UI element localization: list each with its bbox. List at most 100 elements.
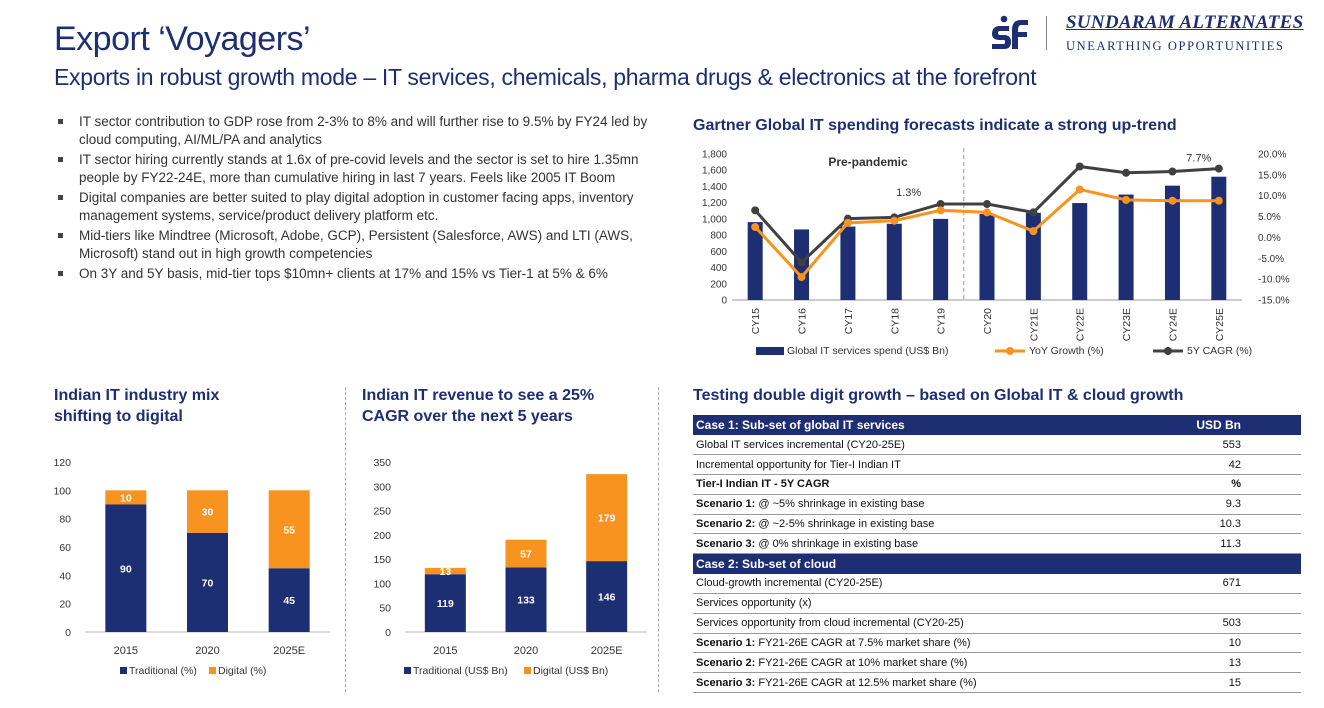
bar-segment-traditional xyxy=(586,561,628,632)
y2-axis-tick-label: 10.0% xyxy=(1258,191,1286,202)
table-cell-value: 9.3 xyxy=(1134,494,1301,515)
legend-swatch-cagr-point xyxy=(1164,347,1172,355)
scenario-text: @ 0% shrinkage in existing base xyxy=(755,537,919,550)
table-row: Scenario 1: @ ~5% shrinkage in existing … xyxy=(693,494,1301,515)
x-axis-tick-label: CY24E xyxy=(1167,308,1179,341)
revenue-chart-title-line: Indian IT revenue to see a 25% xyxy=(362,387,595,404)
scenario-text: @ ~2-5% shrinkage in existing base xyxy=(755,518,935,531)
legend-swatch-digital xyxy=(209,667,216,674)
legend-swatch-digital xyxy=(524,667,531,674)
y-axis-tick-label: 250 xyxy=(373,506,391,518)
table-cell-label: Scenario 3: @ 0% shrinkage in existing b… xyxy=(693,533,1135,555)
logo-tagline: UNEARTHING OPPORTUNITIES xyxy=(1066,39,1285,53)
line-point xyxy=(1122,168,1131,177)
x-axis-tick-label: CY22E xyxy=(1075,308,1087,341)
bar-segment-digital xyxy=(268,490,310,569)
table-cell-label: Tier-I Indian IT - 5Y CAGR xyxy=(693,474,1135,495)
bar-segment-traditional xyxy=(505,567,547,632)
table-cell-label: Global IT services incremental (CY20-25E… xyxy=(693,435,1135,456)
gartner-chart-title: Gartner Global IT spending forecasts ind… xyxy=(693,117,1177,134)
scenario-prefix: Scenario 3: xyxy=(696,676,756,689)
company-logo: SUNDARAM ALTERNATES UNEARTHING OPPORTUNI… xyxy=(990,12,1310,57)
bullet-marker-icon xyxy=(58,119,63,124)
legend-swatch-bar xyxy=(756,347,784,355)
bullet-text: IT sector hiring currently stands at 1.6… xyxy=(79,152,639,185)
legend-label: YoY Growth (%) xyxy=(1029,345,1104,357)
y-axis-tick-label: 1,800 xyxy=(702,150,727,161)
bar-global-it-spend xyxy=(840,226,856,300)
table-cell-label: Scenario 3: FY21-26E CAGR at 12.5% marke… xyxy=(693,672,1135,694)
table-row: Incremental opportunity for Tier-I India… xyxy=(693,454,1301,476)
table-cell-value xyxy=(1134,553,1301,574)
table-cell-value: 10.3 xyxy=(1134,514,1301,535)
bullet-text: Digital companies are better suited to p… xyxy=(79,190,634,223)
x-axis-tick-label: 2020 xyxy=(195,645,219,657)
bar-segment-traditional xyxy=(187,532,228,632)
y-axis-tick-label: 200 xyxy=(710,279,727,290)
table-cell-label: Scenario 2: @ ~2-5% shrinkage in existin… xyxy=(693,514,1135,535)
bullet-item: On 3Y and 5Y basis, mid-tier tops $10mn+… xyxy=(56,265,656,283)
y-axis-tick-label: 0 xyxy=(65,627,71,639)
it-industry-mix-chart: 0 20 40 60 80 100 120 90 10 2015 70 30 2020 45 55 2025E… xyxy=(53,457,330,677)
revenue-chart-title-line: CAGR over the next 5 years xyxy=(362,408,573,425)
bullet-marker-icon xyxy=(58,233,63,238)
legend-label: Digital (US$ Bn) xyxy=(533,665,608,677)
bar-segment-digital xyxy=(505,539,547,568)
legend-label: Global IT services spend (US$ Bn) xyxy=(787,345,948,357)
data-label: 119 xyxy=(437,598,454,610)
table-cell-value: 11.3 xyxy=(1134,533,1301,555)
line-point xyxy=(1214,164,1223,173)
table-cell-value: USD Bn xyxy=(1134,415,1301,435)
scenario-text: FY21-26E CAGR at 7.5% market share (%) xyxy=(755,637,971,650)
line-point xyxy=(1214,196,1223,205)
line-point xyxy=(890,216,899,225)
table-cell-value: 553 xyxy=(1134,435,1301,456)
column-separator xyxy=(658,387,659,692)
bar-global-it-spend xyxy=(1072,203,1088,300)
table-cell-value: 15 xyxy=(1134,672,1301,694)
y-axis-tick-label: 50 xyxy=(379,603,391,615)
table-section-header: Case 2: Sub-set of cloud xyxy=(693,553,1301,574)
annotation-pre-pandemic: Pre-pandemic xyxy=(828,155,908,169)
line-point xyxy=(1122,195,1131,204)
bullet-item: IT sector contribution to GDP rose from … xyxy=(56,113,656,148)
y2-axis-tick-label: 15.0% xyxy=(1258,170,1286,181)
data-label: 70 xyxy=(202,577,214,589)
mix-chart-title-line: Indian IT industry mix xyxy=(54,387,220,404)
line-point xyxy=(797,258,806,267)
y2-axis-tick-label: -5.0% xyxy=(1258,254,1284,265)
line-point xyxy=(843,218,852,227)
table-row: Scenario 2: FY21-26E CAGR at 10% market … xyxy=(693,652,1301,674)
bullet-marker-icon xyxy=(58,271,63,276)
page-title: Export ‘Voyagers’ xyxy=(54,20,311,58)
column-separator xyxy=(345,387,346,692)
logo-company-name: SUNDARAM ALTERNATES xyxy=(1066,12,1304,33)
x-axis-tick-label: CY19 xyxy=(936,308,948,334)
data-label: 13 xyxy=(439,566,451,578)
annotation-cagr-label: 7.7% xyxy=(1186,153,1211,165)
x-axis-tick-label: CY17 xyxy=(843,308,855,334)
bullet-item: IT sector hiring currently stands at 1.6… xyxy=(56,151,656,186)
y2-axis-tick-label: 0.0% xyxy=(1258,233,1281,244)
y2-axis-tick-label: 20.0% xyxy=(1258,150,1286,161)
table-cell-value: % xyxy=(1134,474,1301,495)
y-axis-tick-label: 40 xyxy=(59,570,71,582)
line-point xyxy=(1168,167,1177,176)
bullet-item: Digital companies are better suited to p… xyxy=(56,189,656,224)
line-point xyxy=(983,208,991,217)
x-axis-tick-label: 2020 xyxy=(514,645,538,657)
y-axis-tick-label: 100 xyxy=(373,578,391,590)
table-row: Scenario 2: @ ~2-5% shrinkage in existin… xyxy=(693,514,1301,535)
x-axis-tick-label: CY21E xyxy=(1028,308,1040,341)
y-axis-tick-label: 150 xyxy=(373,554,391,566)
legend-label: Traditional (%) xyxy=(129,665,197,677)
table-row: Scenario 3: FY21-26E CAGR at 12.5% marke… xyxy=(693,672,1301,694)
bar-global-it-spend xyxy=(1118,194,1134,300)
bar-segment-digital xyxy=(105,490,147,505)
scenario-prefix: Scenario 3: xyxy=(696,537,756,550)
table-cell-label: Services opportunity from cloud incremen… xyxy=(693,613,1135,634)
y2-axis-tick-label: -15.0% xyxy=(1258,296,1290,307)
table-row: Global IT services incremental (CY20-25E… xyxy=(693,435,1301,456)
table-row: Scenario 1: FY21-26E CAGR at 7.5% market… xyxy=(693,633,1301,654)
bullet-text: Mid-tiers like Mindtree (Microsoft, Adob… xyxy=(79,228,633,261)
